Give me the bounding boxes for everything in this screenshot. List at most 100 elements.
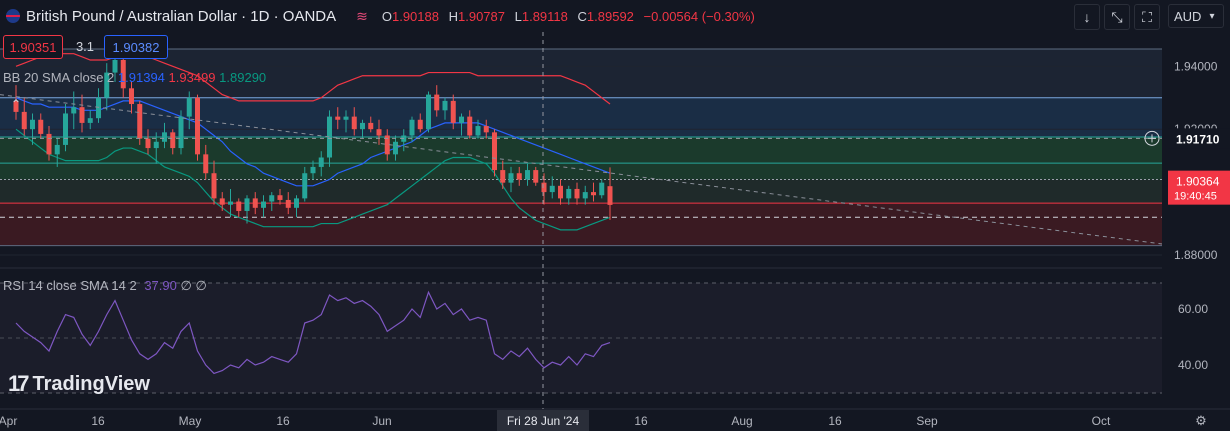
rsi-legend[interactable]: RSI 14 close SMA 14 2 37.90 ∅ ∅ [3,278,207,294]
bb-lower-line [15,128,611,231]
time-tick-label: May [179,414,202,428]
candle-body [516,173,522,180]
candle-body [599,182,605,196]
price-tick-label: 1.88000 [1174,248,1218,262]
crosshair-price-label: 1.91710 [1176,132,1220,146]
candle-body [566,188,572,199]
candle-body [13,100,19,112]
trendline[interactable] [0,94,1163,245]
candle-body [21,111,27,130]
price-tick-label: 1.94000 [1174,59,1218,73]
candle-body [219,198,225,205]
time-tick-label: 16 [276,414,290,428]
tradingview-logo[interactable]: 17 TradingView [8,371,150,397]
candle-body [137,104,143,139]
candle-body [467,116,473,136]
open-value: 1.90188 [391,8,439,24]
candle-body [310,166,316,174]
candle-body [236,201,242,211]
candle-body [360,122,365,130]
candle-body [294,198,299,208]
candle-body [335,116,341,120]
time-tick-label: 16 [634,414,648,428]
candle-body [591,192,596,196]
settings-gear-icon: ⚙ [1195,413,1207,428]
candle-body [343,116,349,120]
candle-body [96,97,101,119]
arrow-down-icon[interactable]: ↓ [1074,4,1100,30]
last-price-label: 1.90364 [1176,175,1220,189]
price-zones [0,48,1162,246]
collapse-icon[interactable]: ⤡ [1104,4,1130,30]
high-label: H [448,8,458,24]
rsi-na-1: ∅ [180,278,192,293]
symbol-title[interactable]: British Pound / Australian Dollar · 1D ·… [26,7,337,25]
time-tick-label: Fri 28 Jun '24 [507,414,580,428]
time-tick-label: Apr [0,414,17,428]
rsi-na-2: ∅ [195,278,207,293]
candle-body [203,154,209,174]
bb-label: BB 20 SMA close 2 [3,70,115,85]
rsi-tick-label: 40.00 [1178,358,1208,372]
rsi-line [15,290,611,375]
time-tick-label: Oct [1092,414,1111,428]
candle-body [492,132,497,171]
candle-body [368,122,374,130]
tradingview-logo-text: TradingView [32,372,150,395]
rsi-tick-label: 60.00 [1178,302,1208,316]
candle-body [38,119,44,134]
close-value: 1.89592 [586,8,634,24]
candle-body [252,198,258,208]
candle-body [384,135,390,155]
wave-icon[interactable]: ≋ [356,7,368,24]
candle-body [459,116,464,123]
buy-button[interactable]: 1.90382 [104,35,168,59]
crosshair: ⌃ [0,32,1162,409]
candle-body [178,116,184,149]
candle-body [63,113,68,145]
time-tick-label: Aug [731,414,752,428]
horizontal-levels [0,48,1162,247]
bb-basis-line [15,97,611,187]
candle-body [145,138,151,149]
zone-upper [0,48,1162,98]
candle-body [549,185,555,193]
candle-body [417,119,423,130]
tradingview-logo-icon: 17 [8,371,30,396]
candle-body [582,192,588,199]
candle-body [541,182,547,193]
symbol-header: British Pound / Australian Dollar · 1D ·… [0,0,1060,32]
candle-body [500,170,506,183]
candle-body [71,107,77,114]
rsi-pane [0,267,1230,394]
crosshair-price-bg [1168,128,1230,149]
candle-body [46,133,52,155]
trendline-line [0,94,1163,245]
time-tick-label: Jun [372,414,391,428]
gbp-aud-flag-icon [6,9,20,23]
zone-green [0,137,1162,180]
candle-body [79,107,85,123]
price-axis[interactable]: 1.940001.920001.8800060.0040.001.917101.… [1162,32,1230,410]
zone-blue [0,97,1162,138]
time-axis[interactable]: Apr 16 May 16 Jun Fri 28 Jun '24 16 Aug 16 Sep Oct… [0,408,1230,431]
bb-legend[interactable]: BB 20 SMA close 2 1.91394 1.93499 1.8929… [3,70,266,85]
fullscreen-icon[interactable]: ⛶ [1134,4,1160,30]
candle-body [525,170,530,180]
candle-body [607,186,613,205]
currency-label: AUD [1174,8,1202,24]
high-value: 1.90787 [458,8,505,24]
spread-value: 3.1 [75,38,95,54]
candle-body [195,97,200,155]
candle-body [244,198,250,211]
candle-body [104,72,110,98]
bb-upper-value: 1.93499 [168,70,216,85]
change-value: −0.00564 (−0.30%) [643,8,755,24]
candle-body [533,170,539,183]
rsi-label: RSI 14 close SMA 14 2 [3,278,137,293]
currency-selector[interactable]: AUD ▾ [1168,4,1224,28]
candle-body [351,116,357,130]
candle-body [442,100,448,111]
sell-button[interactable]: 1.90351 [3,35,63,59]
